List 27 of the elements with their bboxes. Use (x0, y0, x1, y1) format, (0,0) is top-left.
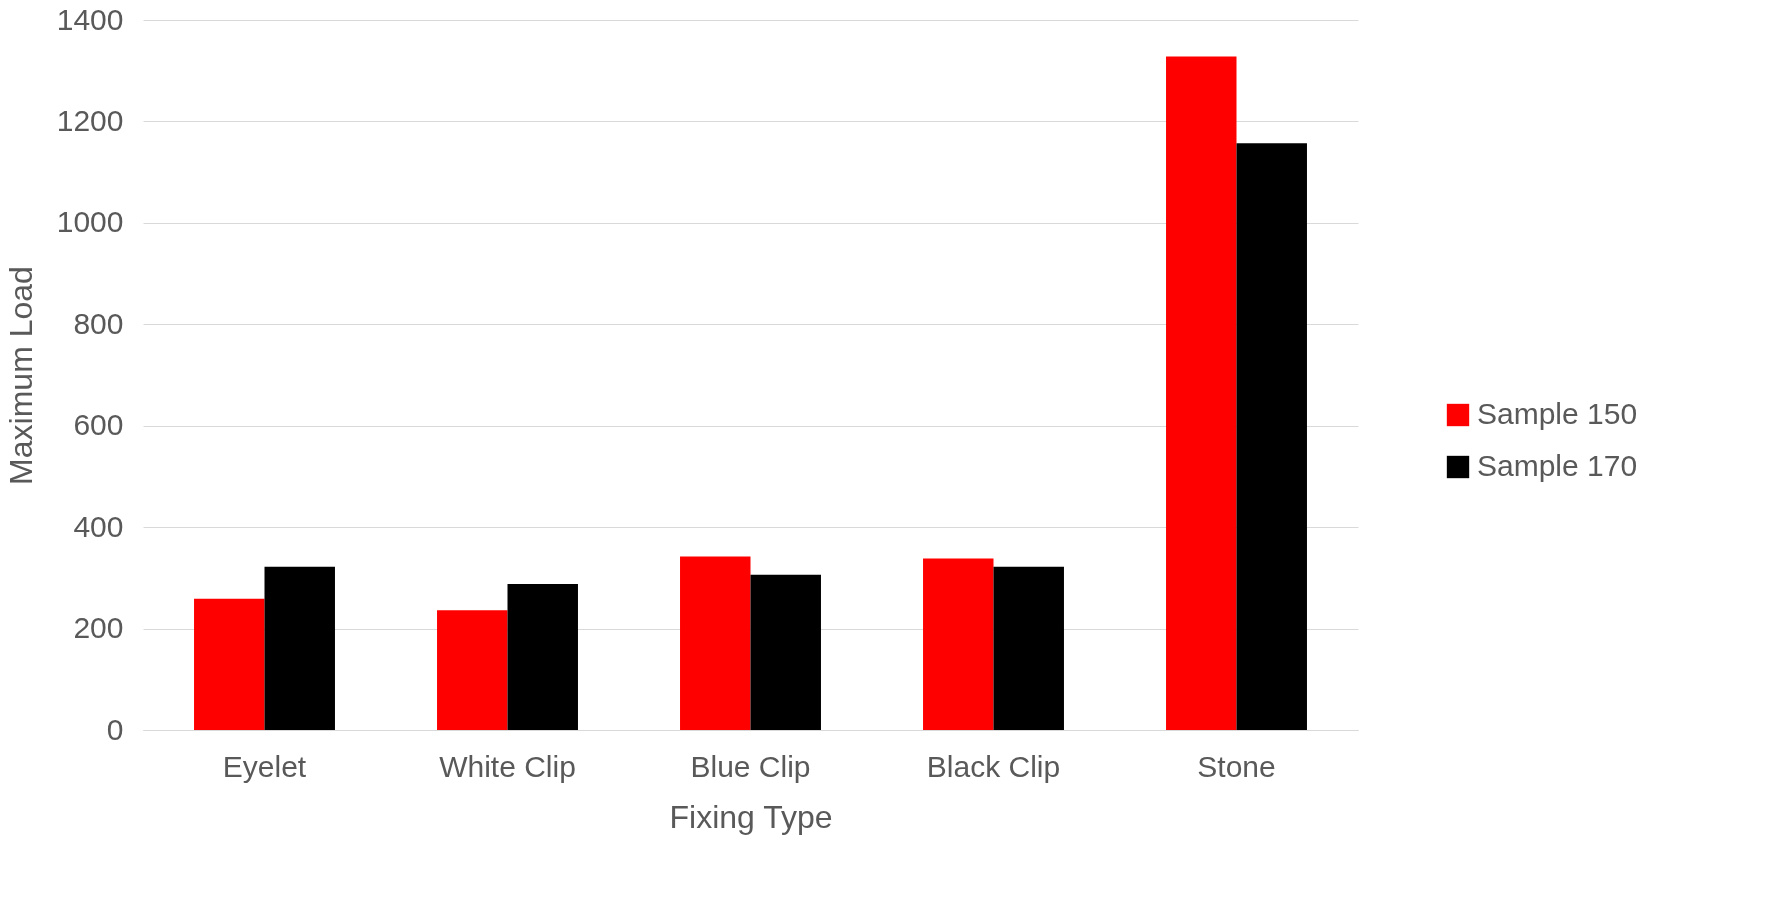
bar (437, 610, 508, 730)
y-tick-label: 1200 (56, 103, 124, 137)
x-tick-label: Eyelet (222, 749, 307, 783)
bar (680, 556, 751, 730)
x-axis-title: Fixing Type (669, 798, 833, 835)
y-tick-label: 200 (73, 611, 124, 645)
x-tick-label: White Clip (439, 749, 576, 783)
bar (507, 583, 578, 730)
bar (1236, 143, 1307, 730)
y-tick-label: 600 (73, 408, 124, 442)
bar (993, 566, 1064, 730)
bar (1166, 56, 1237, 730)
y-tick-label: 0 (106, 712, 124, 746)
y-tick-label: 1400 (56, 2, 124, 36)
y-tick-label: 1000 (56, 205, 124, 239)
bar (194, 598, 265, 730)
x-tick-label: Blue Clip (690, 749, 811, 783)
y-tick-label: 400 (73, 509, 124, 543)
y-axis-title: Maximum Load (2, 266, 39, 485)
legend-label: Sample 170 (1477, 449, 1638, 482)
x-tick-label: Black Clip (926, 749, 1061, 783)
x-tick-label: Stone (1197, 749, 1276, 783)
bar (264, 566, 335, 730)
bar (750, 574, 821, 730)
y-tick-label: 800 (73, 306, 124, 340)
legend-label: Sample 150 (1477, 397, 1638, 430)
bar (923, 558, 994, 730)
